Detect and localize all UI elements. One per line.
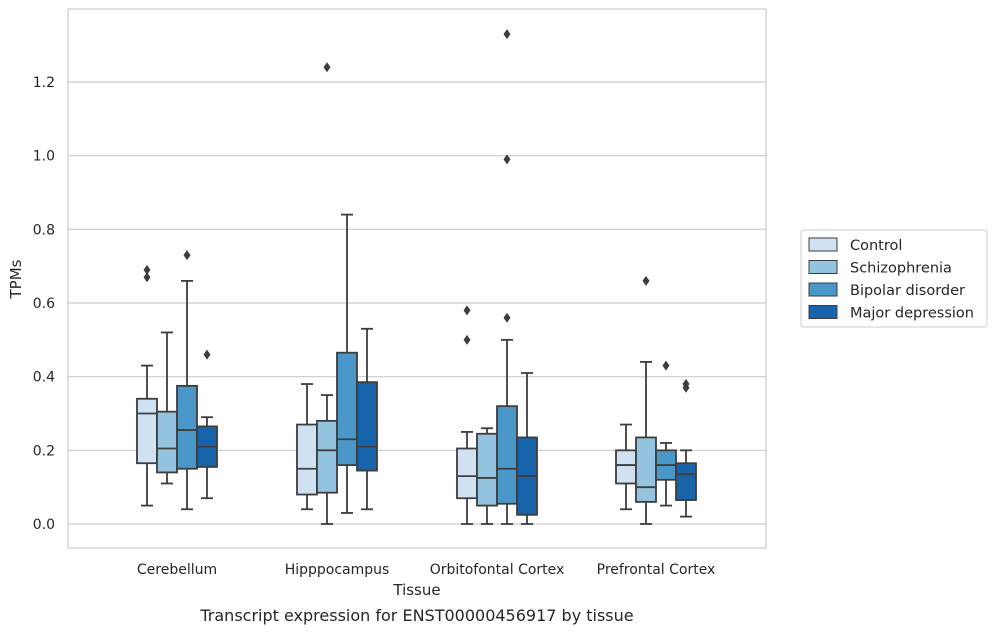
box-major-depression: [356, 327, 378, 511]
x-tick-label: Hipppocampus: [285, 562, 390, 578]
x-axis-title: Tissue: [392, 581, 440, 599]
x-tick-label: Orbitofontal Cortex: [430, 562, 565, 578]
box-bipolar-disorder: [336, 213, 358, 514]
y-tick-label: 1.0: [33, 149, 55, 165]
legend-label: Bipolar disorder: [850, 283, 965, 299]
box-iqr: [296, 423, 318, 496]
outlier-point: [323, 62, 331, 73]
box-iqr: [356, 381, 378, 472]
outlier-point: [503, 312, 511, 323]
legend-label: Schizophrenia: [850, 261, 952, 277]
legend-swatch: [808, 260, 838, 274]
box-iqr: [336, 351, 358, 466]
box-major-depression: [675, 379, 697, 518]
y-tick-label: 1.2: [33, 75, 55, 91]
box-bipolar-disorder: [496, 29, 518, 525]
box-schizophrenia: [635, 275, 657, 525]
x-tick-label: Prefrontal Cortex: [597, 562, 716, 578]
outlier-point: [183, 250, 191, 261]
box-iqr: [496, 405, 518, 505]
outlier-point: [143, 264, 151, 275]
x-tick-label: Cerebellum: [137, 562, 217, 578]
outlier-point: [682, 379, 690, 390]
legend-swatch: [808, 305, 838, 319]
box-iqr: [316, 419, 338, 494]
legend-label: Control: [850, 238, 902, 254]
chart-caption: Transcript expression for ENST0000045691…: [200, 606, 634, 625]
plot-frame: [67, 8, 767, 549]
outlier-point: [143, 272, 151, 283]
box-control: [296, 383, 318, 511]
box-bipolar-disorder: [176, 250, 198, 511]
box-iqr: [476, 432, 498, 507]
box-iqr: [136, 397, 158, 465]
y-tick-label: 0.2: [33, 443, 55, 459]
y-tick-labels: 0.0 0.2 0.4 0.6 0.8 1.0 1.2: [33, 75, 55, 533]
box-iqr: [675, 462, 697, 501]
y-tick-label: 0.6: [33, 296, 55, 312]
legend-frame: [800, 229, 988, 328]
box-schizophrenia: [476, 427, 498, 525]
box-bipolar-disorder: [655, 360, 677, 507]
box-iqr: [615, 449, 637, 485]
outlier-point: [203, 349, 211, 360]
box-iqr: [176, 384, 198, 470]
box-control: [456, 305, 478, 525]
box-iqr: [156, 410, 178, 474]
legend-label: Major depression: [850, 306, 974, 322]
box-major-depression: [196, 349, 218, 500]
outlier-point: [662, 360, 670, 371]
legend-swatch: [808, 237, 838, 252]
box-control: [136, 264, 158, 507]
box-series: [136, 29, 697, 525]
box-iqr: [635, 436, 657, 503]
legend-swatch: [808, 282, 838, 297]
box-major-depression: [516, 372, 538, 525]
box-control: [615, 423, 637, 511]
outlier-point: [642, 275, 650, 286]
y-tick-label: 0.0: [33, 517, 55, 533]
x-tick-labels: Cerebellum Hipppocampus Orbitofontal Corte…: [137, 562, 715, 578]
y-tick-label: 0.8: [33, 222, 55, 238]
y-axis-title: TPMs: [7, 259, 25, 299]
outlier-point: [463, 305, 471, 316]
box-schizophrenia: [156, 331, 178, 485]
outlier-point: [503, 29, 511, 40]
outlier-point: [463, 334, 471, 345]
y-tick-label: 0.4: [33, 370, 55, 386]
legend: Control Schizophrenia Bipolar disorder Majo…: [800, 229, 988, 328]
box-schizophrenia: [316, 62, 338, 525]
box-iqr: [456, 447, 478, 500]
outlier-point: [503, 154, 511, 165]
